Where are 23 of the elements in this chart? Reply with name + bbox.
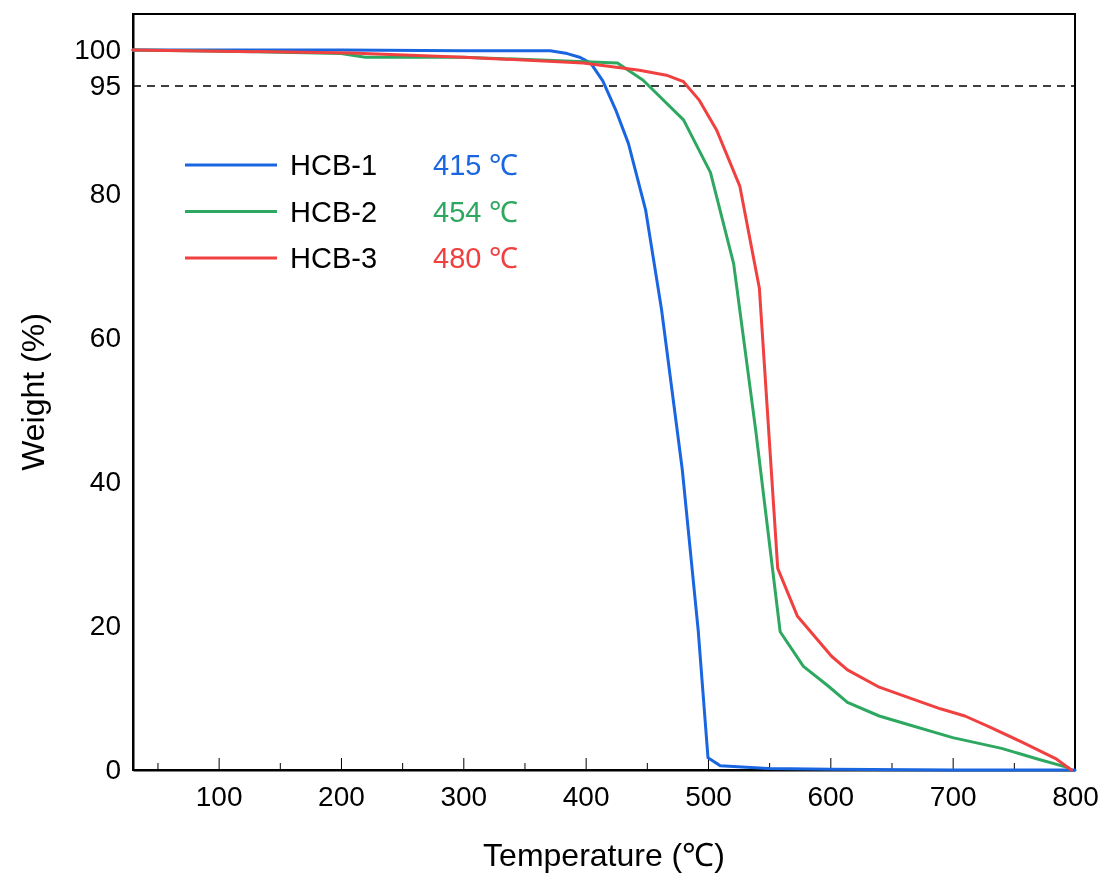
legend-label: HCB-1 xyxy=(290,149,378,181)
y-tick-label: 60 xyxy=(89,322,121,354)
x-tick-label: 300 xyxy=(440,780,488,812)
x-tick-label: 100 xyxy=(195,780,243,812)
legend-label: HCB-2 xyxy=(290,195,378,228)
annotation: 480 ℃ xyxy=(433,242,519,274)
y-tick-label: 20 xyxy=(89,610,121,642)
y-tick-label: 40 xyxy=(89,466,121,498)
legend-label: HCB-3 xyxy=(290,242,378,274)
x-tick-label: 600 xyxy=(807,780,855,812)
x-tick-label: 200 xyxy=(318,780,365,812)
annotation: 415 ℃ xyxy=(433,149,519,181)
y-tick-label: 100 xyxy=(74,34,121,66)
y-tick-label: 80 xyxy=(89,178,121,210)
x-tick-label: 800 xyxy=(1052,780,1099,812)
x-tick-label: 700 xyxy=(929,780,977,812)
y-tick-label: 95 xyxy=(89,70,121,102)
y-axis-title: Weight (%) xyxy=(15,313,51,471)
x-axis-title: Temperature (℃) xyxy=(483,837,725,873)
y-tick-label: 0 xyxy=(105,754,121,786)
annotation: 454 ℃ xyxy=(433,195,519,228)
x-tick-label: 500 xyxy=(685,780,732,812)
x-tick-label: 400 xyxy=(562,780,610,812)
